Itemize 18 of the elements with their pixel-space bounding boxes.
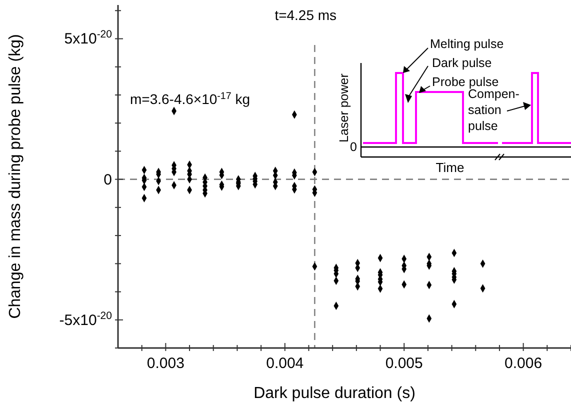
annotation: m=3.6-4.6×10$^{-17}$ kg: [130, 90, 250, 107]
annotation: 0: [350, 140, 358, 154]
annotation: Compen- sation pulse: [468, 87, 520, 133]
annotation: Dark pulse: [432, 56, 492, 70]
y-axis-title: Change in mass during probe pulse (kg): [7, 34, 24, 319]
x-axis-title: Dark pulse duration (s): [254, 385, 416, 402]
y-tick-label: -5x10$^{-20}$: [59, 310, 112, 329]
x-tick-label: 0.006: [504, 355, 542, 372]
annotation: Laser power: [337, 74, 351, 142]
annotation: Time: [436, 160, 464, 175]
y-tick-label: 5x10$^{-20}$: [64, 28, 112, 48]
y-tick-label: 0: [104, 171, 112, 188]
x-tick-label: 0.005: [385, 355, 423, 372]
x-tick-label: 0.003: [146, 355, 184, 372]
annotation: Probe pulse: [432, 75, 499, 89]
annotation: Melting pulse: [430, 37, 504, 51]
x-tick-label: 0.004: [266, 355, 304, 372]
ref-line-label: t=4.25 ms: [274, 7, 337, 23]
